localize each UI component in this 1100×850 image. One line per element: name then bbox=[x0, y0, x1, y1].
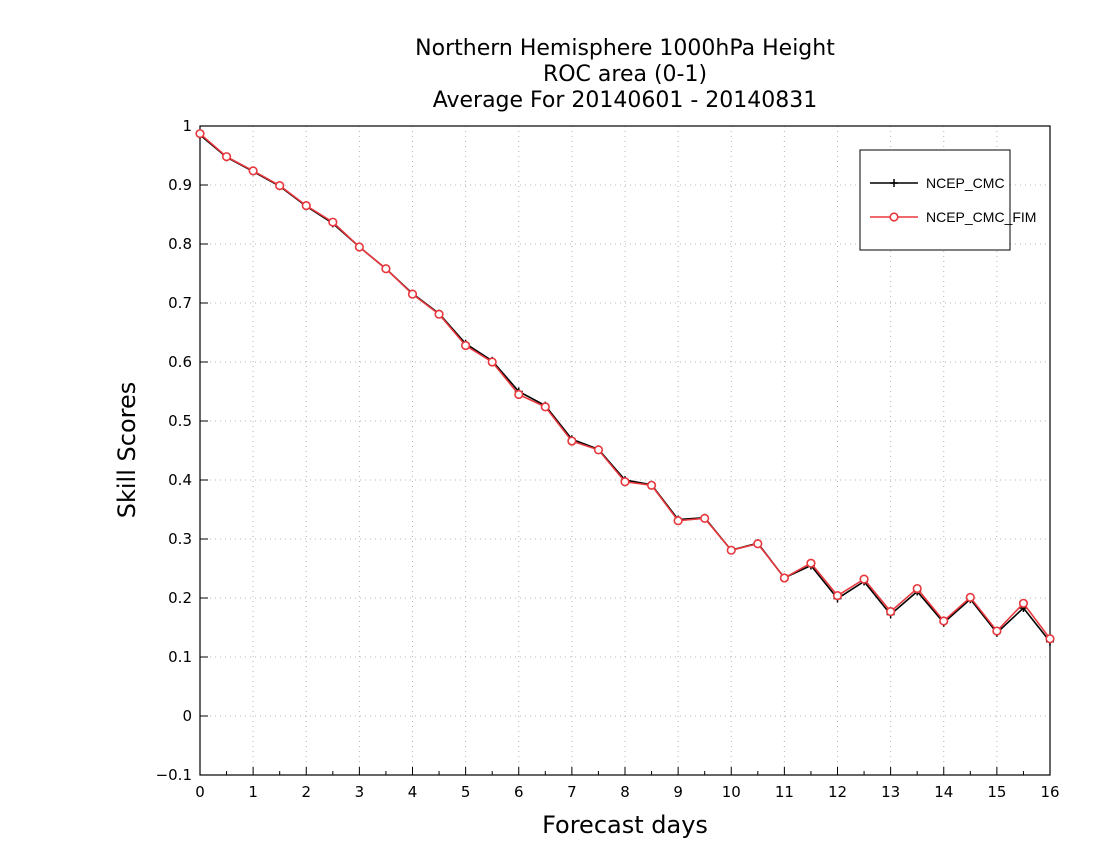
x-axis-title: Forecast days bbox=[542, 811, 708, 839]
legend-box bbox=[859, 149, 1011, 251]
x-tick-label: 8 bbox=[620, 783, 630, 801]
legend-label-ncep-cmc: NCEP_CMC bbox=[926, 175, 1005, 191]
data-point bbox=[514, 389, 524, 400]
data-point bbox=[779, 573, 789, 583]
x-tick-label: 10 bbox=[722, 783, 741, 801]
y-tick-label: 0.6 bbox=[168, 353, 192, 371]
data-point bbox=[859, 574, 869, 584]
legend-marker-symbol bbox=[889, 212, 899, 222]
x-tick-label: 5 bbox=[461, 783, 471, 801]
data-point bbox=[886, 606, 896, 617]
data-point bbox=[567, 436, 577, 446]
x-tick-label: 6 bbox=[514, 783, 524, 801]
x-tick-label: 14 bbox=[934, 783, 953, 801]
data-point bbox=[726, 545, 736, 555]
y-tick-label: −0.1 bbox=[156, 766, 192, 784]
x-tick-label: 13 bbox=[881, 783, 900, 801]
data-point bbox=[407, 289, 418, 299]
legend-marker-ncep-cmc bbox=[890, 179, 898, 187]
data-point bbox=[381, 264, 391, 274]
data-point bbox=[328, 217, 338, 227]
x-tick-label: 9 bbox=[673, 783, 683, 801]
x-tick-label: 3 bbox=[355, 783, 365, 801]
data-point bbox=[1018, 598, 1029, 608]
y-tick-label: 0.4 bbox=[168, 471, 192, 489]
axis-ticks: 0 1 2 3 4 5 6 7 8 9 10 11 12 13 14 15 16−0.100.10.20.30.… bbox=[156, 117, 1060, 801]
data-point bbox=[700, 513, 710, 523]
y-tick-label: 0.5 bbox=[168, 412, 192, 430]
y-tick-label: 0.2 bbox=[168, 589, 192, 607]
legend: NCEP_CMC NCEP_CMC_FIM bbox=[859, 149, 1036, 251]
y-tick-label: 0.3 bbox=[168, 530, 192, 548]
data-point bbox=[540, 402, 550, 412]
data-point bbox=[912, 583, 922, 594]
y-tick-label: 1 bbox=[182, 117, 192, 135]
data-point bbox=[461, 340, 471, 351]
series-layer bbox=[195, 129, 1055, 646]
data-point bbox=[301, 201, 311, 211]
x-tick-label: 0 bbox=[195, 783, 205, 801]
data-point bbox=[434, 309, 444, 319]
data-point bbox=[248, 166, 258, 176]
data-point bbox=[593, 445, 604, 455]
data-point bbox=[806, 558, 816, 568]
x-tick-label: 12 bbox=[828, 783, 847, 801]
x-tick-label: 1 bbox=[248, 783, 258, 801]
data-point bbox=[354, 242, 364, 252]
chart-title-line-2: ROC area (0-1) bbox=[542, 62, 708, 87]
legend-marker-symbol bbox=[890, 179, 898, 187]
x-tick-label: 15 bbox=[987, 783, 1006, 801]
x-tick-label: 7 bbox=[567, 783, 577, 801]
legend-marker-ncep-cmc-fim bbox=[889, 212, 899, 222]
legend-label-ncep-cmc-fim: NCEP_CMC_FIM bbox=[926, 209, 1036, 225]
y-tick-label: 0.1 bbox=[168, 648, 192, 666]
data-point bbox=[965, 592, 975, 603]
y-tick-label: 0.8 bbox=[168, 235, 192, 253]
chart-title-line-1: Northern Hemisphere 1000hPa Height bbox=[415, 36, 835, 61]
x-tick-label: 2 bbox=[301, 783, 311, 801]
chart-title-line-3: Average For 20140601 - 20140831 bbox=[432, 88, 818, 113]
x-tick-label: 4 bbox=[408, 783, 418, 801]
y-tick-label: 0 bbox=[182, 707, 192, 725]
data-point bbox=[939, 616, 949, 626]
data-point bbox=[487, 357, 497, 367]
data-point bbox=[646, 480, 657, 490]
data-point bbox=[620, 477, 630, 487]
data-point bbox=[275, 180, 285, 191]
data-point bbox=[673, 516, 683, 526]
data-point bbox=[1045, 634, 1055, 644]
data-point bbox=[753, 539, 763, 549]
data-point bbox=[832, 591, 843, 601]
grid-lines bbox=[200, 126, 1050, 775]
y-tick-label: 0.9 bbox=[168, 176, 192, 194]
series-ncep-cmc-fim bbox=[195, 129, 1055, 644]
x-tick-label: 16 bbox=[1040, 783, 1059, 801]
y-tick-label: 0.7 bbox=[168, 294, 192, 312]
chart-title: Northern Hemisphere 1000hPa Height ROC a… bbox=[200, 36, 1050, 114]
y-axis-title: Skill Scores bbox=[113, 382, 141, 519]
data-point bbox=[195, 129, 205, 139]
data-point bbox=[992, 626, 1002, 636]
x-tick-label: 11 bbox=[775, 783, 794, 801]
data-point bbox=[221, 152, 232, 162]
